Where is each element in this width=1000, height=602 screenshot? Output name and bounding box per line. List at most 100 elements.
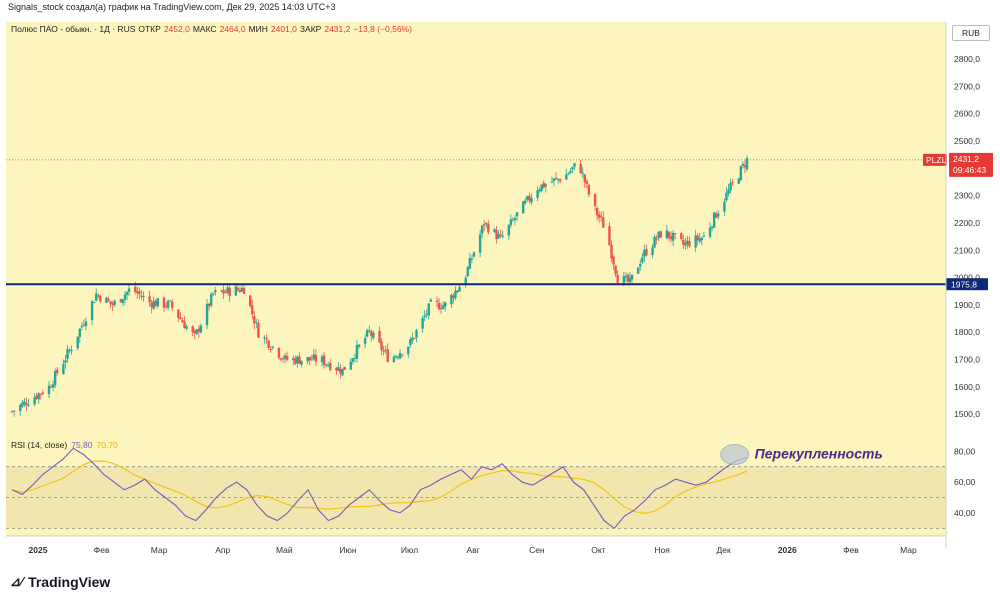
candle-body (729, 182, 732, 191)
candle-body (468, 257, 472, 269)
candle-body (310, 359, 313, 361)
candle-body (49, 386, 53, 388)
time-tick-label: Фев (94, 545, 110, 555)
rsi-tick-label: 60,00 (954, 477, 976, 487)
candle-body (583, 174, 587, 183)
price-tick-label: 1600,0 (954, 382, 980, 392)
support-line-group[interactable]: 1975,8 (6, 278, 988, 291)
last-price-label: 2431,2 (953, 154, 979, 164)
candle-body (413, 337, 416, 339)
rsi-value: 75,80 (71, 440, 93, 450)
candle-body (686, 240, 689, 245)
candle-body (526, 196, 529, 200)
time-tick-label: Мар (151, 545, 168, 555)
price-tick-label: 2800,0 (954, 54, 980, 64)
candle-body (630, 274, 634, 280)
candles (10, 155, 749, 417)
candle-body (682, 239, 685, 245)
candle-body (37, 393, 40, 400)
symbol-name[interactable]: Полюс ПАО - обыкн. · 1Д · RUS (11, 24, 136, 34)
candle-body (271, 346, 274, 348)
last-price-group: PLZL 2431,209:46:43 (6, 152, 993, 177)
candle-body (581, 172, 584, 174)
tradingview-logo[interactable]: ⊿⁄ TradingView (10, 574, 110, 590)
candle-body (142, 295, 145, 298)
rsi-ma-line (11, 460, 748, 515)
candle-body (665, 230, 669, 239)
time-tick-label: Мар (900, 545, 917, 555)
price-scale[interactable]: 2800,0 2700,0 2600,0 2500,0 2300,0 2200,0 2100… (945, 22, 980, 548)
candle-body (269, 348, 272, 350)
candle-body (296, 356, 299, 364)
candle-body (567, 173, 570, 175)
time-tick-label: Июл (401, 545, 418, 555)
candle-body (92, 302, 96, 304)
candle-body (177, 309, 180, 318)
candle-body (651, 247, 654, 255)
candle-body (554, 177, 558, 179)
candle-body (522, 201, 525, 214)
candle-body (698, 238, 701, 242)
candle-body (314, 354, 318, 362)
candle-body (119, 299, 123, 303)
candle-body (10, 411, 14, 413)
candle-body (540, 184, 543, 191)
countdown-label: 09:46:43 (953, 165, 986, 175)
candle-body (671, 232, 675, 241)
candle-body (688, 241, 691, 247)
rsi-legend[interactable]: RSI (14, close) 75,80 70,70 (11, 440, 118, 450)
currency-button[interactable]: RUB (952, 25, 990, 41)
candle-body (464, 277, 467, 286)
candle-body (78, 328, 81, 337)
candle-body (415, 330, 418, 338)
candle-body (610, 244, 613, 259)
candle-body (107, 299, 110, 301)
time-tick-label: Апр (215, 545, 230, 555)
candle-body (21, 402, 24, 407)
candle-body (257, 322, 260, 338)
candle-body (556, 178, 560, 180)
candle-body (558, 179, 562, 182)
candle-body (708, 227, 712, 237)
candle-body (493, 229, 496, 233)
candle-body (320, 356, 324, 363)
close-label: ЗАКР (299, 24, 322, 34)
time-axis[interactable]: 2025 Фев Мар Апр Май Июн Июл Авг Сен Окт Ноя Дек 202… (6, 535, 946, 555)
candle-body (99, 295, 102, 302)
candle-body (357, 344, 361, 347)
candle-body (739, 166, 743, 180)
candle-body (712, 212, 716, 228)
candle-body (251, 305, 254, 315)
time-tick-label: Июн (339, 545, 356, 555)
support-label-bg (946, 278, 988, 291)
time-tick-label: Сен (529, 545, 545, 555)
time-tick-label: 2026 (778, 545, 797, 555)
candle-body (487, 223, 490, 233)
candle-body (731, 181, 734, 183)
candle-body (263, 337, 266, 339)
candle-body (655, 238, 658, 240)
candle-body (470, 258, 474, 260)
candle-body (394, 356, 398, 358)
candle-body (39, 393, 42, 395)
price-tick-label: 2100,0 (954, 245, 980, 255)
price-badge-bg (949, 152, 993, 177)
candle-body (335, 368, 338, 371)
candle-body (667, 231, 671, 238)
price-tick-label: 1900,0 (954, 300, 980, 310)
candle-body (700, 237, 704, 241)
candle-body (95, 293, 98, 301)
candle-body (207, 303, 211, 307)
candle-body (56, 369, 59, 373)
candle-body (248, 295, 252, 306)
candle-body (612, 256, 615, 265)
candle-body (109, 301, 112, 304)
candle-body (121, 299, 125, 303)
candle-body (400, 354, 404, 356)
low-value: 2401,0 (270, 24, 297, 34)
candle-body (372, 332, 375, 339)
candle-body (497, 234, 500, 239)
candle-body (717, 213, 720, 217)
candle-body (185, 326, 188, 329)
